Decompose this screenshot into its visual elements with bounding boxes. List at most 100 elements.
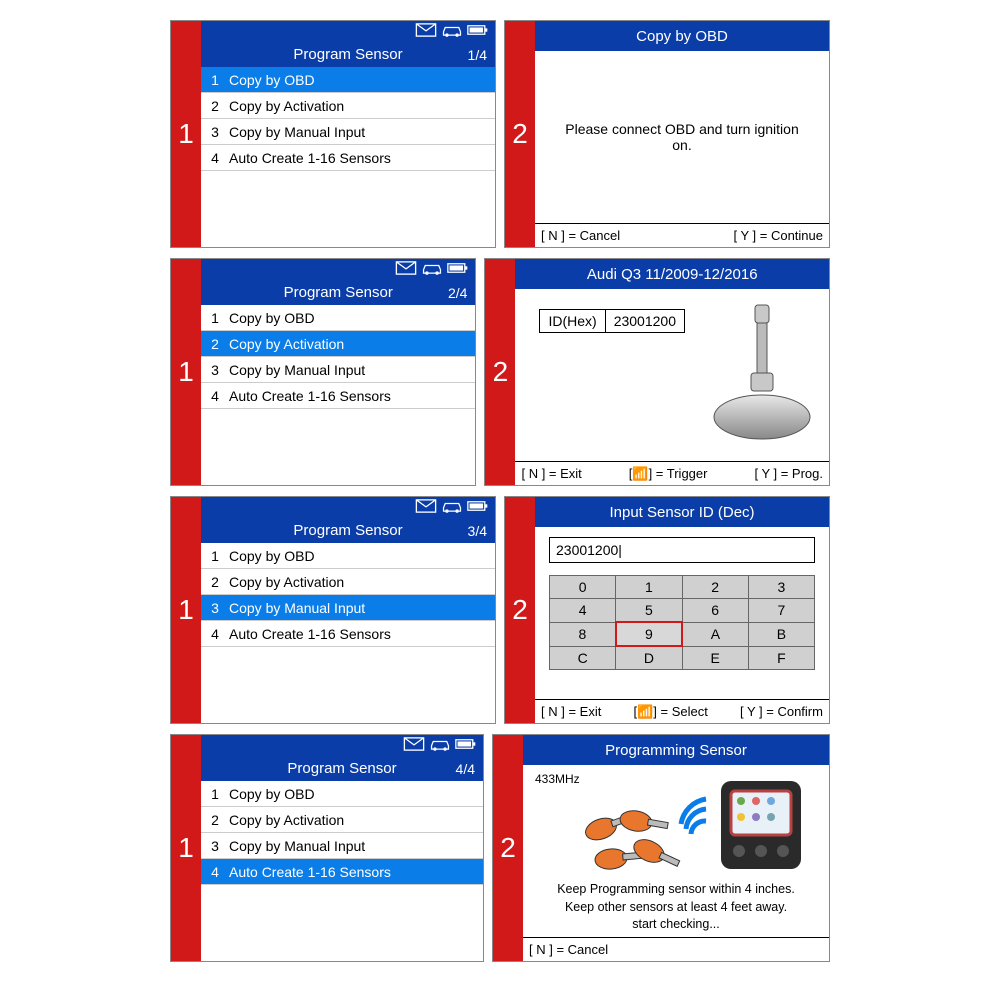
audi-footer: [ N ] = Exit [📶] = Trigger [ Y ] = Prog.	[515, 461, 829, 485]
footer-prog[interactable]: [ Y ] = Prog.	[754, 466, 823, 481]
menu-item-activation[interactable]: 2Copy by Activation	[201, 93, 495, 119]
panel-menu-2: 1 Program Sensor 2/4 1Copy by OBD 2Copy …	[170, 258, 476, 486]
id-label: ID(Hex)	[540, 310, 605, 333]
menu-item-activation[interactable]: 2Copy by Activation	[201, 807, 483, 833]
key-C[interactable]: C	[550, 646, 616, 670]
menu-list-2: 1Copy by OBD 2Copy by Activation 3Copy b…	[201, 305, 475, 485]
key-3[interactable]: 3	[748, 576, 814, 599]
mail-icon	[395, 261, 417, 275]
menu-item-auto[interactable]: 4Auto Create 1-16 Sensors	[201, 383, 475, 409]
sensor-id-input[interactable]: 23001200|	[549, 537, 815, 563]
screen-menu-4: Program Sensor 4/4 1Copy by OBD 2Copy by…	[201, 735, 483, 961]
footer-exit[interactable]: [ N ] = Exit	[521, 466, 581, 481]
battery-icon	[455, 737, 477, 751]
menu-item-obd[interactable]: 1Copy by OBD	[201, 305, 475, 331]
footer-trigger[interactable]: [📶] = Trigger	[629, 466, 708, 482]
menu-item-auto[interactable]: 4Auto Create 1-16 Sensors	[201, 859, 483, 885]
menu-item-auto[interactable]: 4Auto Create 1-16 Sensors	[201, 145, 495, 171]
header-page-2: 2/4	[448, 285, 467, 301]
mail-icon	[403, 737, 425, 751]
header-page: 1/4	[468, 47, 487, 63]
menu-item-manual[interactable]: 3Copy by Manual Input	[201, 833, 483, 859]
key-F[interactable]: F	[748, 646, 814, 670]
key-4[interactable]: 4	[550, 599, 616, 623]
header-title-2: Program Sensor	[201, 284, 475, 301]
header-prog: Programming Sensor	[523, 735, 829, 765]
menu-item-obd[interactable]: 1Copy by OBD	[201, 781, 483, 807]
key-0[interactable]: 0	[550, 576, 616, 599]
id-value: 23001200	[605, 310, 684, 333]
header-title-3: Program Sensor	[201, 522, 495, 539]
key-E[interactable]: E	[682, 646, 748, 670]
footer-select[interactable]: [📶] = Select	[633, 704, 707, 720]
step-badge-1: 1	[171, 21, 201, 247]
battery-icon	[467, 499, 489, 513]
footer-exit[interactable]: [ N ] = Exit	[541, 704, 601, 719]
screen-input: Input Sensor ID (Dec) 23001200| 0123 456…	[535, 497, 829, 723]
step-badge-1c: 1	[171, 497, 201, 723]
footer-confirm[interactable]: [ Y ] = Confirm	[740, 704, 823, 719]
status-icons-3	[415, 499, 489, 513]
menu-item-activation[interactable]: 2Copy by Activation	[201, 331, 475, 357]
step-badge-1b: 1	[171, 259, 201, 485]
menu-item-obd[interactable]: 1Copy by OBD	[201, 67, 495, 93]
car-icon	[429, 737, 451, 751]
key-1[interactable]: 1	[616, 576, 682, 599]
header-page-3: 3/4	[468, 523, 487, 539]
prog-line2: Keep other sensors at least 4 feet away.	[531, 899, 821, 917]
panel-menu-3: 1 Program Sensor 3/4 1Copy by OBD 2Copy …	[170, 496, 496, 724]
step-badge-2c: 2	[505, 497, 535, 723]
panel-menu-4: 1 Program Sensor 4/4 1Copy by OBD 2Copy …	[170, 734, 484, 962]
screen-programming: Programming Sensor 433MHz	[523, 735, 829, 961]
sensor-icon	[707, 297, 817, 447]
step-badge-1d: 1	[171, 735, 201, 961]
audi-content: ID(Hex)23001200	[515, 289, 829, 461]
car-icon	[441, 23, 463, 37]
obd-message: Please connect OBD and turn ignition on.	[535, 51, 829, 223]
menu-item-manual[interactable]: 3Copy by Manual Input	[201, 119, 495, 145]
key-B[interactable]: B	[748, 622, 814, 646]
key-2[interactable]: 2	[682, 576, 748, 599]
footer-cancel[interactable]: [ N ] = Cancel	[529, 942, 608, 957]
status-icons	[415, 23, 489, 37]
step-badge-2b: 2	[485, 259, 515, 485]
menu-item-obd[interactable]: 1Copy by OBD	[201, 543, 495, 569]
header-audi-title: Audi Q3 11/2009-12/2016	[587, 266, 758, 283]
header-input: Input Sensor ID (Dec)	[535, 497, 829, 527]
header-input-title: Input Sensor ID (Dec)	[609, 504, 754, 521]
screen-audi: Audi Q3 11/2009-12/2016 ID(Hex)23001200 …	[515, 259, 829, 485]
header-page-4: 4/4	[456, 761, 475, 777]
menu-list-3: 1Copy by OBD 2Copy by Activation 3Copy b…	[201, 543, 495, 723]
key-7[interactable]: 7	[748, 599, 814, 623]
step-badge-2: 2	[505, 21, 535, 247]
screen-menu-1: Program Sensor 1/4 1Copy by OBD 2Copy by…	[201, 21, 495, 247]
obd-content: Please connect OBD and turn ignition on.	[535, 51, 829, 223]
footer-cancel[interactable]: [ N ] = Cancel	[541, 228, 620, 243]
key-D[interactable]: D	[616, 646, 682, 670]
status-icons-4	[403, 737, 477, 751]
header-audi: Audi Q3 11/2009-12/2016	[515, 259, 829, 289]
menu-list-1: 1Copy by OBD 2Copy by Activation 3Copy b…	[201, 67, 495, 247]
mail-icon	[415, 23, 437, 37]
screen-menu-2: Program Sensor 2/4 1Copy by OBD 2Copy by…	[201, 259, 475, 485]
menu-item-activation[interactable]: 2Copy by Activation	[201, 569, 495, 595]
key-8[interactable]: 8	[550, 622, 616, 646]
row-4: 1 Program Sensor 4/4 1Copy by OBD 2Copy …	[170, 734, 830, 962]
prog-footer: [ N ] = Cancel	[523, 937, 829, 961]
key-9[interactable]: 9	[616, 622, 682, 646]
menu-item-manual[interactable]: 3Copy by Manual Input	[201, 357, 475, 383]
footer-continue[interactable]: [ Y ] = Continue	[733, 228, 823, 243]
screen-menu-3: Program Sensor 3/4 1Copy by OBD 2Copy by…	[201, 497, 495, 723]
prog-line3: start checking...	[531, 916, 821, 934]
menu-item-auto[interactable]: 4Auto Create 1-16 Sensors	[201, 621, 495, 647]
key-6[interactable]: 6	[682, 599, 748, 623]
prog-line1: Keep Programming sensor within 4 inches.	[531, 881, 821, 899]
key-A[interactable]: A	[682, 622, 748, 646]
menu-item-manual[interactable]: 3Copy by Manual Input	[201, 595, 495, 621]
screen-header: Program Sensor 1/4	[201, 21, 495, 67]
panel-menu-1: 1 Program Sensor 1/4 1Copy by OBD 2Copy …	[170, 20, 496, 248]
key-5[interactable]: 5	[616, 599, 682, 623]
mail-icon	[415, 499, 437, 513]
screen-header-4: Program Sensor 4/4	[201, 735, 483, 781]
row-3: 1 Program Sensor 3/4 1Copy by OBD 2Copy …	[170, 496, 830, 724]
